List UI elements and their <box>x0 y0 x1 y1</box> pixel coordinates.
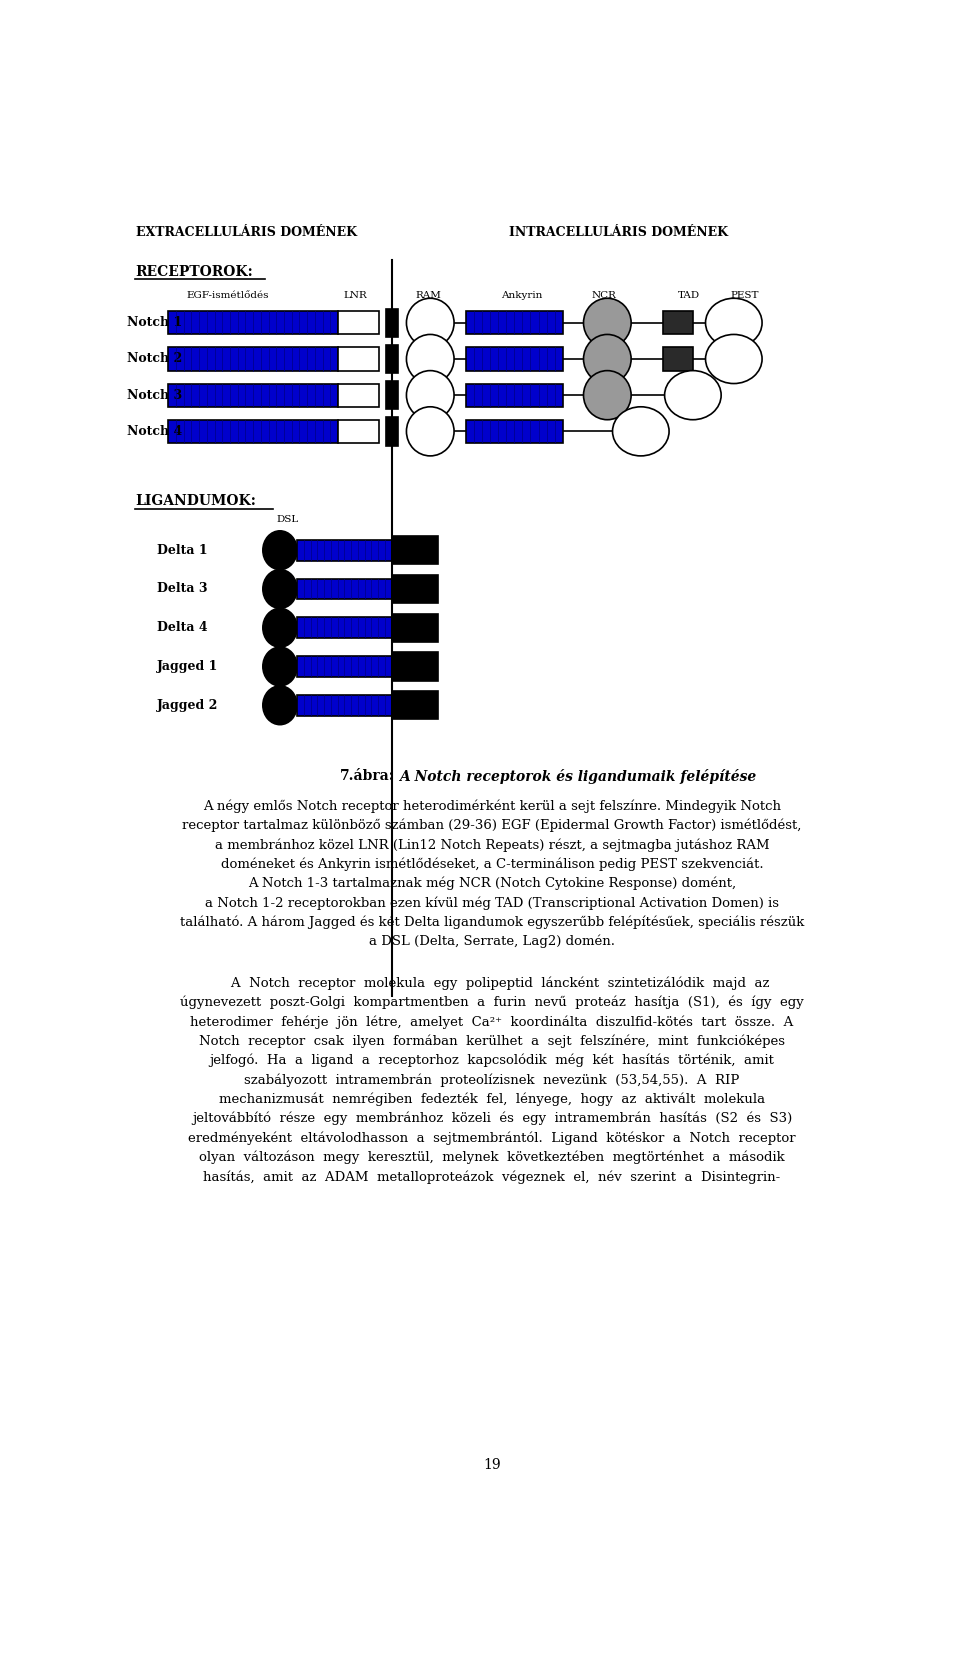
Bar <box>392 576 438 602</box>
Ellipse shape <box>584 299 631 347</box>
Bar <box>297 540 392 560</box>
Ellipse shape <box>584 334 631 384</box>
Text: Jagged 1: Jagged 1 <box>157 659 219 673</box>
Bar <box>338 384 379 406</box>
Text: Notch 1: Notch 1 <box>128 317 182 329</box>
Ellipse shape <box>584 371 631 420</box>
Text: heterodimer  fehérje  jön  létre,  amelyet  Ca²⁺  koordinálta  diszulfid-kötés  : heterodimer fehérje jön létre, amelyet C… <box>190 1015 794 1029</box>
Bar <box>663 310 693 334</box>
Text: hasítás,  amit  az  ADAM  metalloproteázok  végeznek  el,  név  szerint  a  Disi: hasítás, amit az ADAM metalloproteázok v… <box>204 1170 780 1183</box>
Text: Ankyrin: Ankyrin <box>501 290 542 300</box>
Bar <box>297 695 392 715</box>
Bar <box>297 618 392 638</box>
Ellipse shape <box>406 299 454 347</box>
Bar <box>168 347 338 371</box>
Text: RECEPTOROK:: RECEPTOROK: <box>134 265 252 280</box>
Ellipse shape <box>263 609 297 648</box>
Text: EXTRACELLULÁRIS DOMÉNEK: EXTRACELLULÁRIS DOMÉNEK <box>136 227 357 238</box>
Text: mechanizmusát  nemrégiben  fedezték  fel,  lényege,  hogy  az  aktivált  molekul: mechanizmusát nemrégiben fedezték fel, l… <box>219 1092 765 1106</box>
Text: Notch  receptor  csak  ilyen  formában  kerülhet  a  sejt  felszínére,  mint  fu: Notch receptor csak ilyen formában kerül… <box>199 1034 785 1049</box>
Text: a membránhoz közel LNR (Lin12 Notch Repeats) részt, a sejtmagba jutáshoz RAM: a membránhoz közel LNR (Lin12 Notch Repe… <box>215 837 769 851</box>
Text: PEST: PEST <box>731 290 759 300</box>
Text: doméneket és Ankyrin ismétlődéseket, a C-terminálison pedig PEST szekvenciát.: doméneket és Ankyrin ismétlődéseket, a C… <box>221 857 763 871</box>
Ellipse shape <box>406 406 454 456</box>
Ellipse shape <box>612 406 669 456</box>
Text: eredményeként  eltávolodhasson  a  sejtmembrántól.  Ligand  kötéskor  a  Notch  : eredményeként eltávolodhasson a sejtmemb… <box>188 1131 796 1144</box>
Text: Notch 2: Notch 2 <box>128 352 182 366</box>
Text: LIGANDUMOK:: LIGANDUMOK: <box>134 493 255 508</box>
Text: található. A három Jagged és két Delta ligandumok egyszerűbb felépítésűek, speci: található. A három Jagged és két Delta l… <box>180 916 804 930</box>
Text: LNR: LNR <box>344 290 367 300</box>
Bar <box>392 614 438 643</box>
Text: DSL: DSL <box>276 515 299 524</box>
Text: A Notch 1-3 tartalmaznak még NCR (Notch Cytokine Response) domént,: A Notch 1-3 tartalmaznak még NCR (Notch … <box>248 878 736 891</box>
Bar <box>297 579 392 599</box>
Text: A négy emlős Notch receptor heterodimérként kerül a sejt felszínre. Mindegyik No: A négy emlős Notch receptor heterodimérk… <box>203 799 781 812</box>
Ellipse shape <box>263 569 297 609</box>
Ellipse shape <box>406 334 454 384</box>
Bar <box>338 347 379 371</box>
Bar <box>168 420 338 443</box>
Text: A  Notch  receptor  molekula  egy  polipeptid  láncként  szintetizálódik  majd  : A Notch receptor molekula egy polipeptid… <box>214 977 770 990</box>
Text: RAM: RAM <box>416 290 442 300</box>
Text: Delta 4: Delta 4 <box>157 621 207 634</box>
Bar <box>392 653 438 681</box>
Bar <box>386 309 397 337</box>
Ellipse shape <box>406 371 454 420</box>
Bar <box>466 384 563 406</box>
Text: A Notch receptorok és ligandumaik felépítése: A Notch receptorok és ligandumaik felépí… <box>399 769 756 784</box>
Text: szabályozott  intramembrán  proteolízisnek  nevezünk  (53,54,55).  A  RIP: szabályozott intramembrán proteolízisnek… <box>244 1074 740 1087</box>
Text: jeltovábbító  része  egy  membránhoz  közeli  és  egy  intramembrán  hasítás  (S: jeltovábbító része egy membránhoz közeli… <box>192 1113 792 1126</box>
Bar <box>386 381 397 409</box>
Text: NCR: NCR <box>591 290 616 300</box>
Text: a DSL (Delta, Serrate, Lag2) domén.: a DSL (Delta, Serrate, Lag2) domén. <box>369 935 615 948</box>
Bar <box>338 310 379 334</box>
Bar <box>297 656 392 676</box>
Text: Delta 3: Delta 3 <box>157 582 207 596</box>
Bar <box>466 347 563 371</box>
Text: INTRACELLULÁRIS DOMÉNEK: INTRACELLULÁRIS DOMÉNEK <box>509 227 728 238</box>
Bar <box>466 420 563 443</box>
Ellipse shape <box>664 371 721 420</box>
Text: Notch 4: Notch 4 <box>128 425 182 438</box>
Ellipse shape <box>263 530 297 569</box>
Text: Delta 1: Delta 1 <box>157 544 207 557</box>
Bar <box>338 420 379 443</box>
Bar <box>386 344 397 373</box>
Text: jelfogó.  Ha  a  ligand  a  receptorhoz  kapcsolódik  még  két  hasítás  történi: jelfogó. Ha a ligand a receptorhoz kapcs… <box>209 1054 775 1067</box>
Text: 19: 19 <box>483 1458 501 1472</box>
Text: Notch 3: Notch 3 <box>128 389 182 401</box>
Bar <box>168 384 338 406</box>
Bar <box>168 310 338 334</box>
Bar <box>392 691 438 720</box>
Text: úgynevezett  poszt-Golgi  kompartmentben  a  furin  nevű  proteáz  hasítja  (S1): úgynevezett poszt-Golgi kompartmentben a… <box>180 995 804 1008</box>
Bar <box>663 347 693 371</box>
Bar <box>386 418 397 446</box>
Text: TAD: TAD <box>678 290 700 300</box>
Text: Jagged 2: Jagged 2 <box>157 698 219 711</box>
Ellipse shape <box>706 299 762 347</box>
Bar <box>466 310 563 334</box>
Text: a Notch 1-2 receptorokban ezen kívül még TAD (Transcriptional Activation Domen) : a Notch 1-2 receptorokban ezen kívül még… <box>205 896 779 909</box>
Ellipse shape <box>706 334 762 384</box>
Ellipse shape <box>263 648 297 686</box>
Text: 7.ábra:: 7.ábra: <box>340 769 395 784</box>
Ellipse shape <box>263 686 297 725</box>
Text: olyan  változáson  megy  keresztül,  melynek  következtében  megtörténhet  a  má: olyan változáson megy keresztül, melynek… <box>199 1151 785 1165</box>
Text: receptor tartalmaz különböző számban (29-36) EGF (Epidermal Growth Factor) ismét: receptor tartalmaz különböző számban (29… <box>182 819 802 832</box>
Bar <box>392 535 438 564</box>
Text: EGF-ismétlődés: EGF-ismétlődés <box>186 290 269 300</box>
